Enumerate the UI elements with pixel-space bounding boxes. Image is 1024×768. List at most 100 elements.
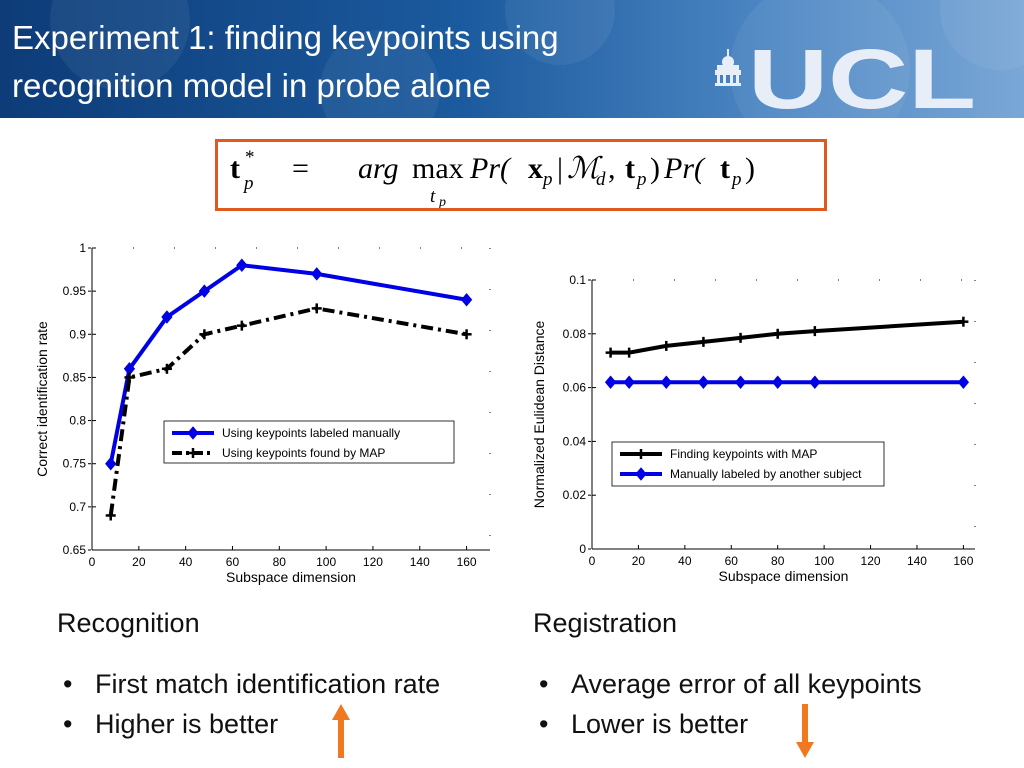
formula-close-1: ) xyxy=(650,152,660,185)
registration-bullets: • Average error of all keypoints • Lower i… xyxy=(533,664,922,744)
x-tick-label: 120 xyxy=(861,554,881,568)
recognition-bullet: • Higher is better xyxy=(57,704,440,744)
legend-label: Using keypoints labeled manually xyxy=(222,426,400,440)
bullet-icon: • xyxy=(539,709,549,739)
formula-max: max xyxy=(412,152,464,185)
y-tick-label: 0.9 xyxy=(69,327,86,341)
y-tick-label: 0.06 xyxy=(563,381,587,395)
data-point-plus xyxy=(311,303,322,314)
data-point-plus xyxy=(105,510,116,521)
y-tick-label: 0.04 xyxy=(563,434,587,448)
formula-t2-sub: p xyxy=(730,169,742,190)
data-point-diamond xyxy=(236,258,248,273)
data-point-diamond xyxy=(460,292,473,307)
series-line-1 xyxy=(610,319,964,355)
x-tick-label: 0 xyxy=(89,555,96,569)
formula-t: t xyxy=(625,152,635,185)
legend-box xyxy=(611,441,885,487)
formula-lhs-sub: p xyxy=(242,173,254,194)
data-point-diamond xyxy=(809,375,821,390)
registration-bullet: • Average error of all keypoints xyxy=(533,664,922,704)
header-background-art xyxy=(50,0,1024,118)
data-point-diamond xyxy=(734,375,747,390)
slide-header: Experiment 1: finding keypoints using re… xyxy=(0,0,1024,118)
data-point-diamond xyxy=(660,375,672,390)
formula-t-sub: p xyxy=(635,169,647,190)
ucl-logo-text: UCL xyxy=(748,40,976,112)
data-point-plus xyxy=(605,347,616,358)
data-point-plus xyxy=(809,326,820,337)
formula-max-sub-p: p xyxy=(438,195,446,208)
legend-box xyxy=(163,420,455,464)
legend-marker-diamond xyxy=(187,426,199,440)
recognition-bullets: • First match identification rate • Higher… xyxy=(57,664,440,744)
x-tick-label: 40 xyxy=(678,554,692,568)
data-point-plus xyxy=(698,336,709,347)
series-line-2 xyxy=(108,306,467,516)
x-tick-label: 20 xyxy=(132,555,146,569)
y-tick-label: 0.7 xyxy=(69,500,86,514)
map-formula: t * p = arg max t p Pr( x p | ℳ d , t p … xyxy=(230,147,755,208)
data-point-diamond xyxy=(311,267,323,281)
data-point-plus xyxy=(958,316,969,327)
ucl-portico-icon xyxy=(715,49,741,86)
recognition-bullet-text: Higher is better xyxy=(95,709,279,739)
formula-x-sub: p xyxy=(541,169,553,190)
data-point-diamond xyxy=(604,375,617,390)
legend-marker-plus xyxy=(188,448,198,458)
x-tick-label: 20 xyxy=(632,554,646,568)
legend-label: Manually labeled by another subject xyxy=(670,467,862,481)
x-tick-label: 120 xyxy=(363,555,383,569)
y-tick-label: 0.8 xyxy=(69,414,86,428)
data-point-plus xyxy=(661,340,672,351)
x-tick-label: 40 xyxy=(179,555,193,569)
slide-title: Experiment 1: finding keypoints using re… xyxy=(12,14,652,110)
data-point-plus xyxy=(236,320,247,331)
registration-bullet: • Lower is better xyxy=(533,704,922,744)
data-point-plus xyxy=(461,329,472,340)
formula-close-2: ) xyxy=(745,152,755,185)
data-point-plus xyxy=(124,372,135,383)
ucl-logo: UCL xyxy=(715,40,976,112)
formula-box: t * p = arg max t p Pr( x p | ℳ d , t p … xyxy=(215,139,827,211)
x-tick-label: 0 xyxy=(589,554,596,568)
x-tick-label: 60 xyxy=(226,555,240,569)
y-tick-label: 0.65 xyxy=(63,543,87,557)
x-tick-label: 80 xyxy=(273,555,287,569)
formula-max-sub-t: t xyxy=(430,186,436,207)
formula-bar: | xyxy=(557,152,563,185)
recognition-bullet-text: First match identification rate xyxy=(95,669,441,699)
data-point-plus xyxy=(735,332,746,343)
formula-lhs-star: * xyxy=(245,147,255,168)
registration-chart: 0 0.02 0.04 0.06 0.08 0.1 0 20 40 60 80 100 120 140 16… xyxy=(531,273,976,584)
formula-pr-1: Pr( xyxy=(469,152,512,185)
x-axis-label: Subspace dimension xyxy=(226,569,356,585)
x-tick-label: 100 xyxy=(316,555,336,569)
formula-M-sub: d xyxy=(596,169,606,190)
x-axis-label: Subspace dimension xyxy=(719,568,849,584)
bullet-icon: • xyxy=(63,709,73,739)
x-tick-label: 100 xyxy=(814,554,834,568)
formula-equals: = xyxy=(292,152,309,185)
y-axis-label: Normalized Eulidean Distance xyxy=(531,321,547,509)
legend-marker-plus xyxy=(636,449,646,459)
y-axis-label: Correct identification rate xyxy=(34,321,50,477)
x-tick-label: 140 xyxy=(907,554,927,568)
recognition-bullet: • First match identification rate xyxy=(57,664,440,704)
y-tick-label: 0 xyxy=(579,542,586,556)
x-tick-label: 80 xyxy=(771,554,785,568)
data-point-diamond xyxy=(697,375,710,390)
registration-bullet-text: Lower is better xyxy=(571,709,749,739)
slide-title-line-1: Experiment 1: finding keypoints using xyxy=(12,19,559,56)
up-arrow-icon xyxy=(332,704,350,758)
legend-marker-diamond xyxy=(635,467,647,481)
registration-heading: Registration xyxy=(533,608,678,638)
formula-t2: t xyxy=(720,152,730,185)
chart-legend: Using keypoints labeled manually Using ke… xyxy=(163,420,455,464)
y-tick-label: 0.1 xyxy=(569,273,586,287)
legend-label: Using keypoints found by MAP xyxy=(222,446,385,460)
data-point-diamond xyxy=(957,375,970,390)
bullet-icon: • xyxy=(539,669,549,699)
data-point-plus xyxy=(772,328,783,339)
y-tick-label: 0.95 xyxy=(63,284,87,298)
